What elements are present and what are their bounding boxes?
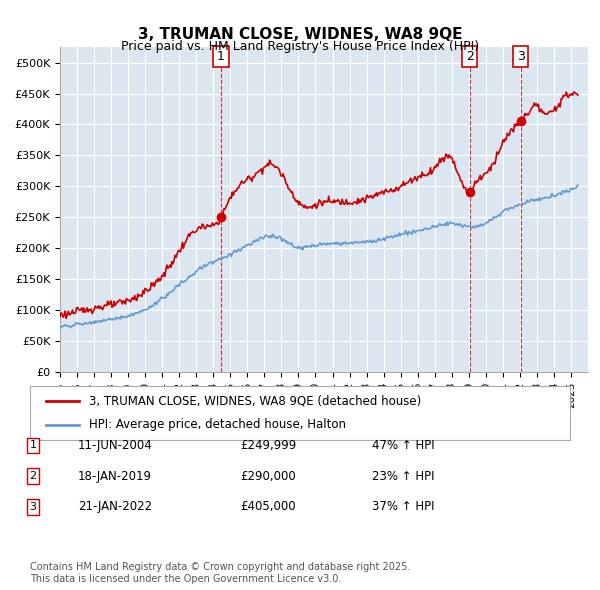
Text: £405,000: £405,000 xyxy=(240,500,296,513)
Text: 3, TRUMAN CLOSE, WIDNES, WA8 9QE (detached house): 3, TRUMAN CLOSE, WIDNES, WA8 9QE (detach… xyxy=(89,395,422,408)
Text: 47% ↑ HPI: 47% ↑ HPI xyxy=(372,439,434,452)
Text: 3: 3 xyxy=(517,50,524,63)
Text: 3, TRUMAN CLOSE, WIDNES, WA8 9QE: 3, TRUMAN CLOSE, WIDNES, WA8 9QE xyxy=(138,27,462,41)
Text: 21-JAN-2022: 21-JAN-2022 xyxy=(78,500,152,513)
Text: 37% ↑ HPI: 37% ↑ HPI xyxy=(372,500,434,513)
Text: Price paid vs. HM Land Registry's House Price Index (HPI): Price paid vs. HM Land Registry's House … xyxy=(121,40,479,53)
Text: HPI: Average price, detached house, Halton: HPI: Average price, detached house, Halt… xyxy=(89,418,346,431)
Text: Contains HM Land Registry data © Crown copyright and database right 2025.
This d: Contains HM Land Registry data © Crown c… xyxy=(30,562,410,584)
Text: 1: 1 xyxy=(29,441,37,450)
Text: £290,000: £290,000 xyxy=(240,470,296,483)
Text: 2: 2 xyxy=(29,471,37,481)
Text: 1: 1 xyxy=(217,50,225,63)
Text: 23% ↑ HPI: 23% ↑ HPI xyxy=(372,470,434,483)
Text: 11-JUN-2004: 11-JUN-2004 xyxy=(78,439,153,452)
Text: 18-JAN-2019: 18-JAN-2019 xyxy=(78,470,152,483)
Text: 2: 2 xyxy=(466,50,473,63)
Text: £249,999: £249,999 xyxy=(240,439,296,452)
Text: 3: 3 xyxy=(29,502,37,512)
